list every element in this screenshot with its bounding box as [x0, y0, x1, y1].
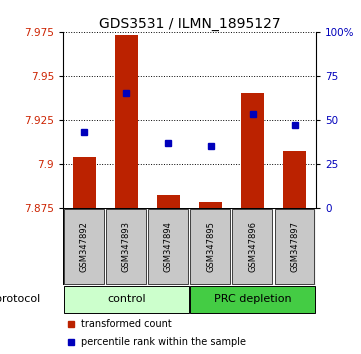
Bar	[157, 195, 180, 208]
FancyBboxPatch shape	[232, 209, 272, 284]
Text: GSM347892: GSM347892	[80, 221, 89, 272]
Text: GSM347895: GSM347895	[206, 221, 215, 272]
FancyBboxPatch shape	[190, 286, 315, 313]
FancyBboxPatch shape	[106, 209, 146, 284]
Text: protocol: protocol	[0, 294, 40, 304]
Title: GDS3531 / ILMN_1895127: GDS3531 / ILMN_1895127	[99, 17, 280, 31]
Text: percentile rank within the sample: percentile rank within the sample	[81, 337, 246, 347]
Text: transformed count: transformed count	[81, 319, 171, 329]
FancyBboxPatch shape	[148, 209, 188, 284]
FancyBboxPatch shape	[275, 209, 314, 284]
Bar	[283, 152, 306, 208]
FancyBboxPatch shape	[190, 209, 230, 284]
Text: control: control	[107, 294, 145, 304]
Text: PRC depletion: PRC depletion	[214, 294, 292, 304]
FancyBboxPatch shape	[63, 208, 316, 285]
FancyBboxPatch shape	[64, 209, 104, 284]
Bar	[241, 93, 264, 208]
Bar	[199, 202, 222, 208]
Text: GSM347894: GSM347894	[164, 221, 173, 272]
Text: GSM347897: GSM347897	[290, 221, 299, 272]
FancyBboxPatch shape	[64, 286, 189, 313]
Bar	[73, 157, 96, 208]
Bar	[115, 35, 138, 208]
Text: GSM347896: GSM347896	[248, 221, 257, 272]
Text: GSM347893: GSM347893	[122, 221, 131, 272]
